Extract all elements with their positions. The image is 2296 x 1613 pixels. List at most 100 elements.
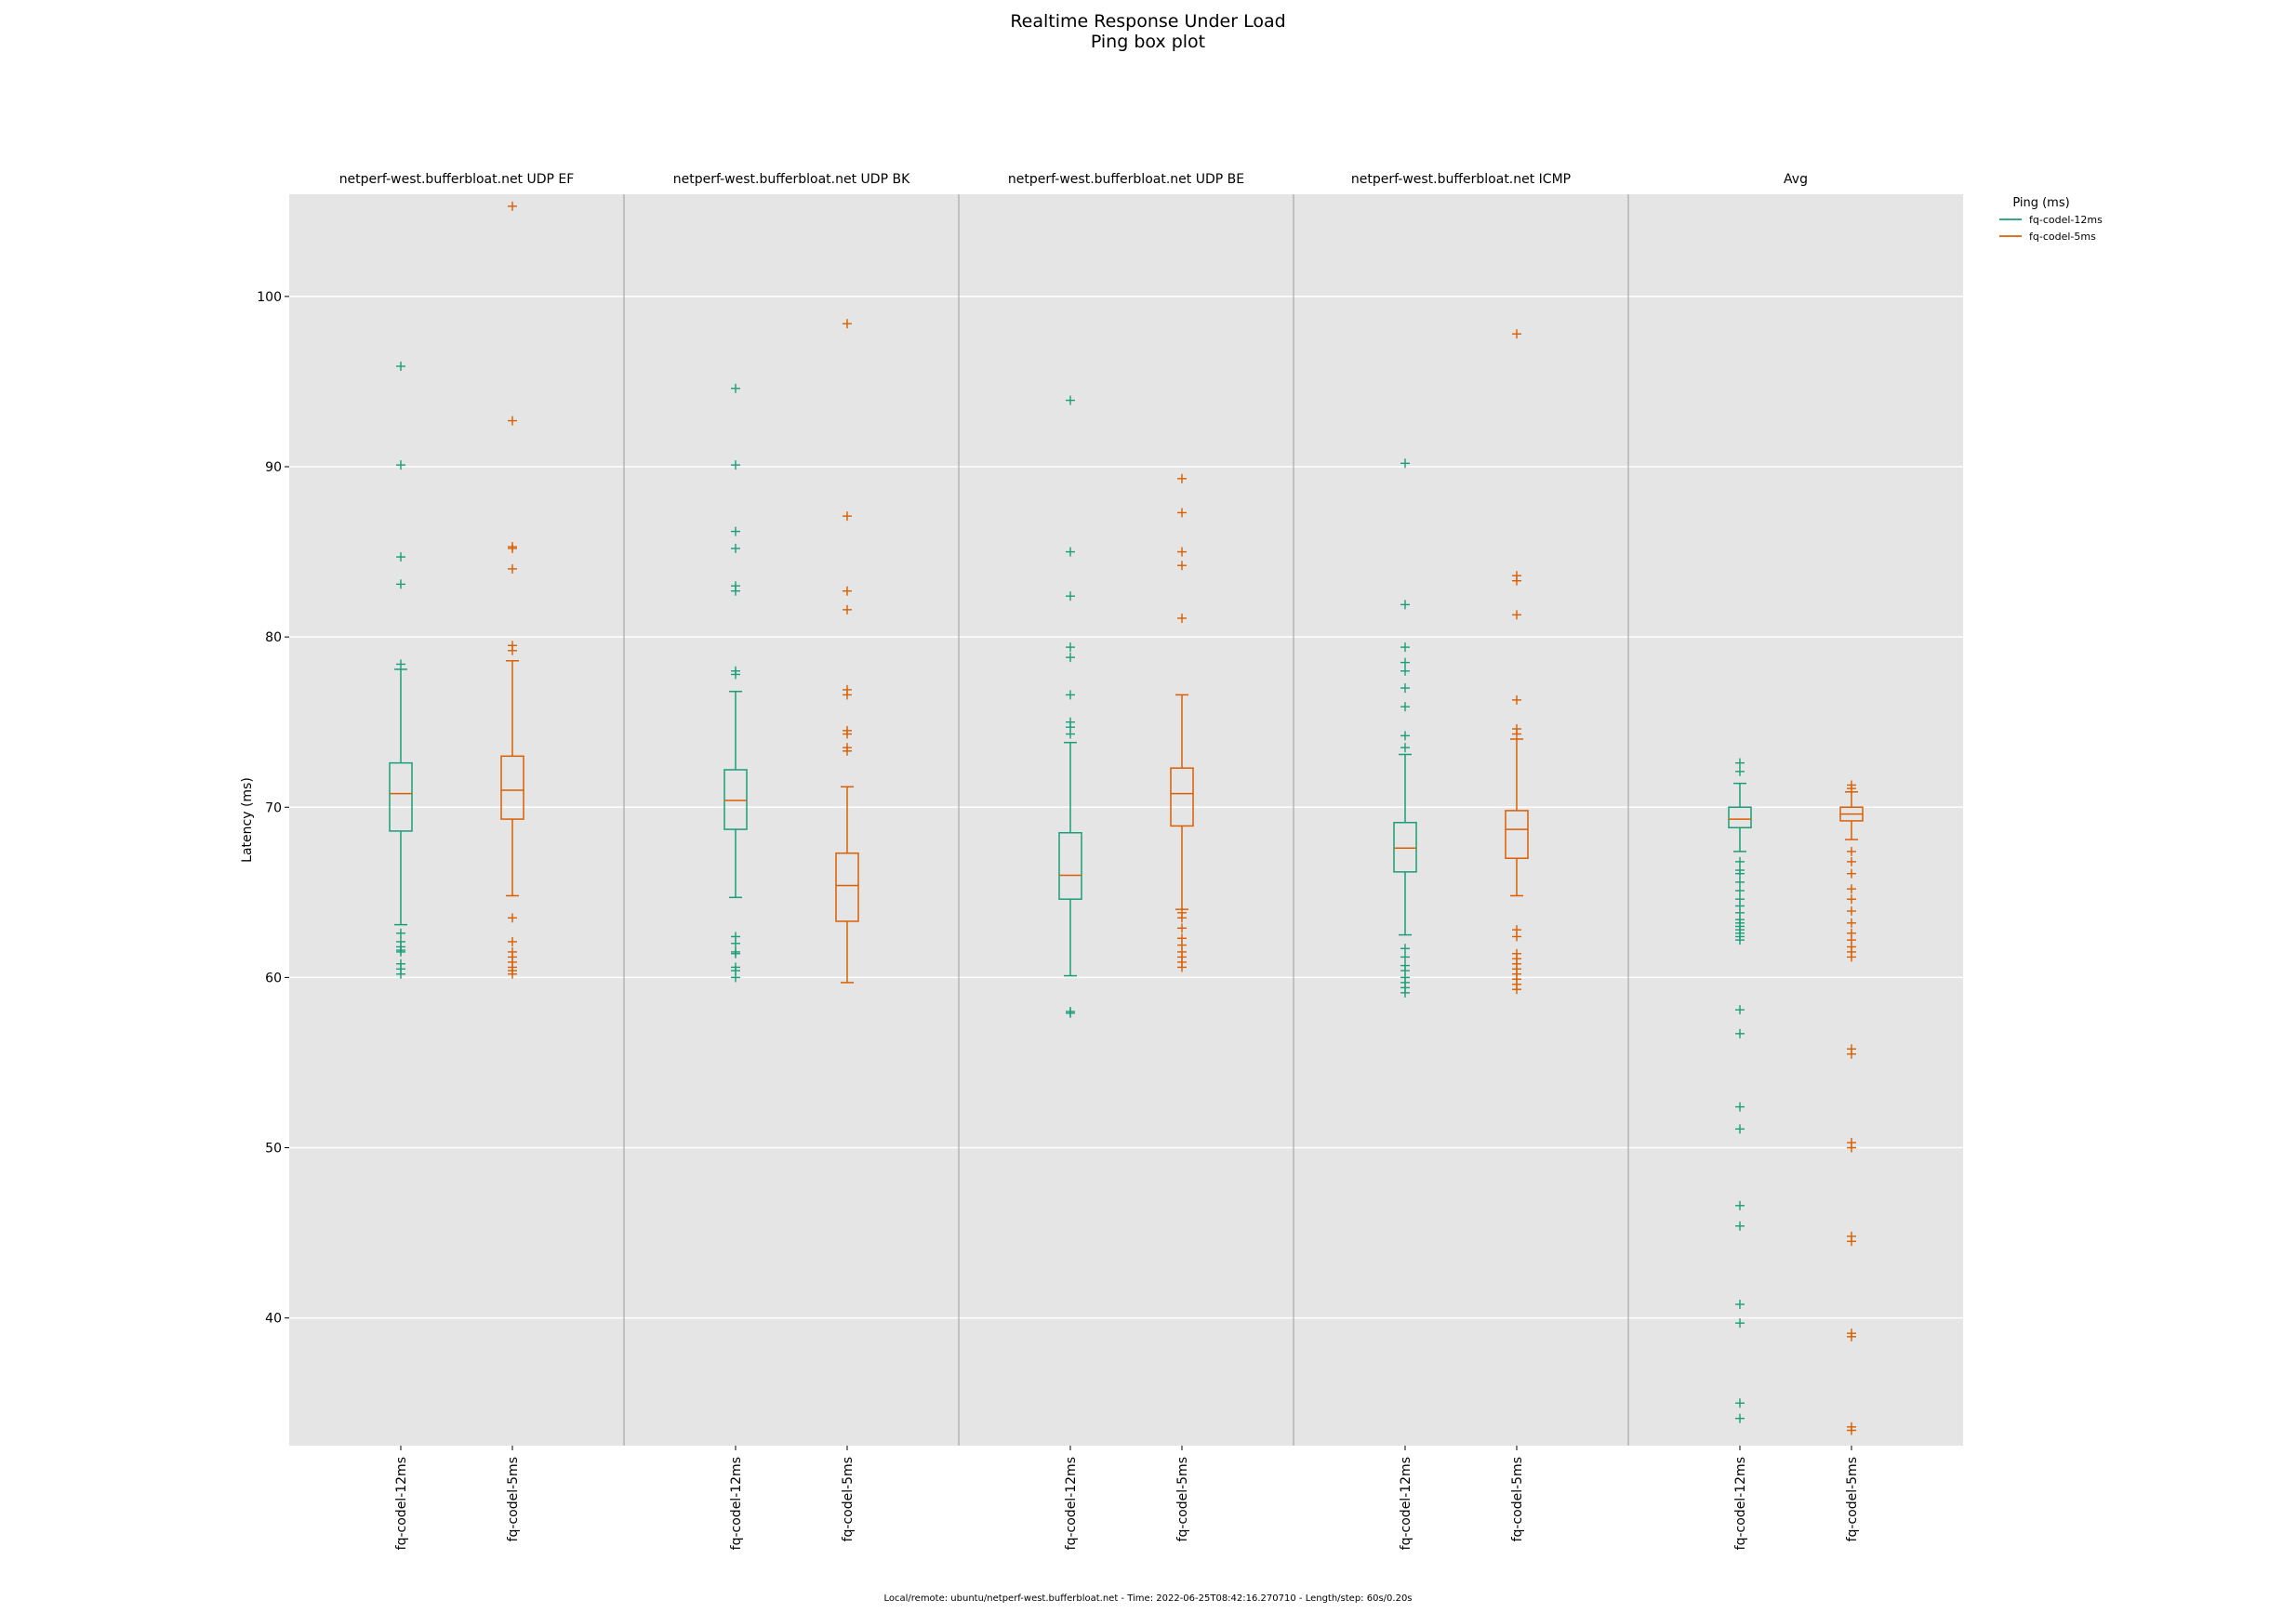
outlier-marker <box>1177 913 1187 923</box>
legend-title: Ping (ms) <box>2012 196 2069 210</box>
outlier-marker <box>396 552 405 562</box>
outlier-marker <box>1735 1398 1745 1408</box>
outlier-marker <box>843 586 852 596</box>
outlier-marker <box>1400 731 1410 741</box>
iqr-box <box>835 852 859 922</box>
box-fq-codel-12ms <box>1728 758 1752 1423</box>
panel-title: Avg <box>1784 172 1808 187</box>
x-tick-label: fq-codel-12ms <box>394 1457 409 1550</box>
outlier-marker <box>1735 868 1745 879</box>
outlier-marker <box>1735 935 1745 945</box>
outlier-marker <box>731 972 740 983</box>
chart-subtitle: Ping box plot <box>1090 32 1206 52</box>
x-tick-label: fq-codel-5ms <box>1845 1457 1860 1541</box>
x-tick-label: fq-codel-5ms <box>841 1457 856 1541</box>
outlier-marker <box>396 579 405 589</box>
x-tick-label: fq-codel-12ms <box>1733 1457 1748 1550</box>
outlier-marker <box>1400 642 1410 653</box>
outlier-marker <box>1400 458 1410 469</box>
outlier-marker <box>1512 985 1521 995</box>
outlier-marker <box>396 928 405 938</box>
outlier-marker <box>1735 758 1745 768</box>
legend-label: fq-codel-5ms <box>2029 231 2096 243</box>
outlier-marker <box>508 543 517 553</box>
outlier-marker <box>396 460 405 470</box>
outlier-marker <box>731 669 740 680</box>
box-fq-codel-5ms <box>500 201 524 979</box>
outlier-marker <box>731 383 740 393</box>
box-fq-codel-5ms <box>835 319 859 984</box>
outlier-marker <box>1847 1049 1856 1059</box>
outlier-marker <box>1066 1008 1075 1018</box>
y-tick-label: 60 <box>265 971 282 985</box>
outlier-marker <box>1066 395 1075 405</box>
box-fq-codel-5ms <box>1839 780 1864 1435</box>
outlier-marker <box>1847 918 1856 928</box>
outlier-marker <box>1735 1300 1745 1310</box>
outlier-marker <box>1735 856 1745 866</box>
box-fq-codel-5ms <box>1170 473 1194 972</box>
outlier-marker <box>1847 846 1856 856</box>
outlier-marker <box>1512 575 1521 586</box>
iqr-box <box>723 769 748 830</box>
outlier-marker <box>396 361 405 371</box>
outlier-marker <box>731 586 740 596</box>
outlier-marker <box>1066 690 1075 700</box>
panel-title: netperf-west.bufferbloat.net UDP BE <box>1008 172 1244 187</box>
outlier-marker <box>1847 1143 1856 1153</box>
outlier-marker <box>1177 962 1187 972</box>
outlier-marker <box>1400 944 1410 954</box>
outlier-marker <box>843 729 852 739</box>
outlier-marker <box>1735 1102 1745 1112</box>
outlier-marker <box>843 319 852 329</box>
x-tick-label: fq-codel-12ms <box>1399 1457 1413 1550</box>
outlier-marker <box>1066 547 1075 557</box>
chart-title: Realtime Response Under Load <box>1010 11 1286 32</box>
outlier-marker <box>508 913 517 923</box>
outlier-marker <box>1066 729 1075 739</box>
iqr-box <box>500 755 524 820</box>
outlier-marker <box>1735 1413 1745 1423</box>
outlier-marker <box>1177 923 1187 933</box>
outlier-marker <box>1177 473 1187 483</box>
outlier-marker <box>843 746 852 756</box>
outlier-marker <box>1735 1124 1745 1134</box>
outlier-marker <box>1847 952 1856 962</box>
outlier-marker <box>1512 610 1521 620</box>
outlier-marker <box>508 563 517 574</box>
iqr-box <box>1393 821 1417 873</box>
outlier-marker <box>1400 702 1410 712</box>
outlier-marker <box>1066 653 1075 663</box>
box-fq-codel-12ms <box>723 383 748 983</box>
outlier-marker <box>508 416 517 426</box>
iqr-box <box>1170 767 1194 827</box>
outlier-marker <box>396 946 405 957</box>
outlier-marker <box>1847 856 1856 866</box>
outlier-marker <box>508 201 517 211</box>
outlier-marker <box>1400 683 1410 694</box>
outlier-marker <box>1400 666 1410 676</box>
x-tick-label: fq-codel-5ms <box>506 1457 521 1541</box>
y-tick-label: 50 <box>265 1142 282 1157</box>
outlier-marker <box>1847 1331 1856 1342</box>
footer-metadata: Local/remote: ubuntu/netperf-west.buffer… <box>883 1593 1413 1604</box>
outlier-marker <box>1847 868 1856 879</box>
outlier-marker <box>1512 694 1521 705</box>
x-tick-label: fq-codel-5ms <box>1175 1457 1190 1541</box>
outlier-marker <box>1066 591 1075 602</box>
box-fq-codel-5ms <box>1505 329 1529 995</box>
outlier-marker <box>1847 1236 1856 1247</box>
box-fq-codel-12ms <box>389 361 413 979</box>
y-tick-label: 40 <box>265 1312 282 1327</box>
x-tick-label: fq-codel-12ms <box>729 1457 744 1550</box>
y-tick-label: 80 <box>265 630 282 645</box>
outlier-marker <box>508 936 517 946</box>
outlier-marker <box>1400 657 1410 668</box>
outlier-marker <box>1735 1221 1745 1231</box>
outlier-marker <box>731 543 740 553</box>
outlier-marker <box>508 969 517 979</box>
y-tick-label: 100 <box>257 290 282 305</box>
y-tick-label: 70 <box>265 800 282 815</box>
outlier-marker <box>1177 561 1187 571</box>
